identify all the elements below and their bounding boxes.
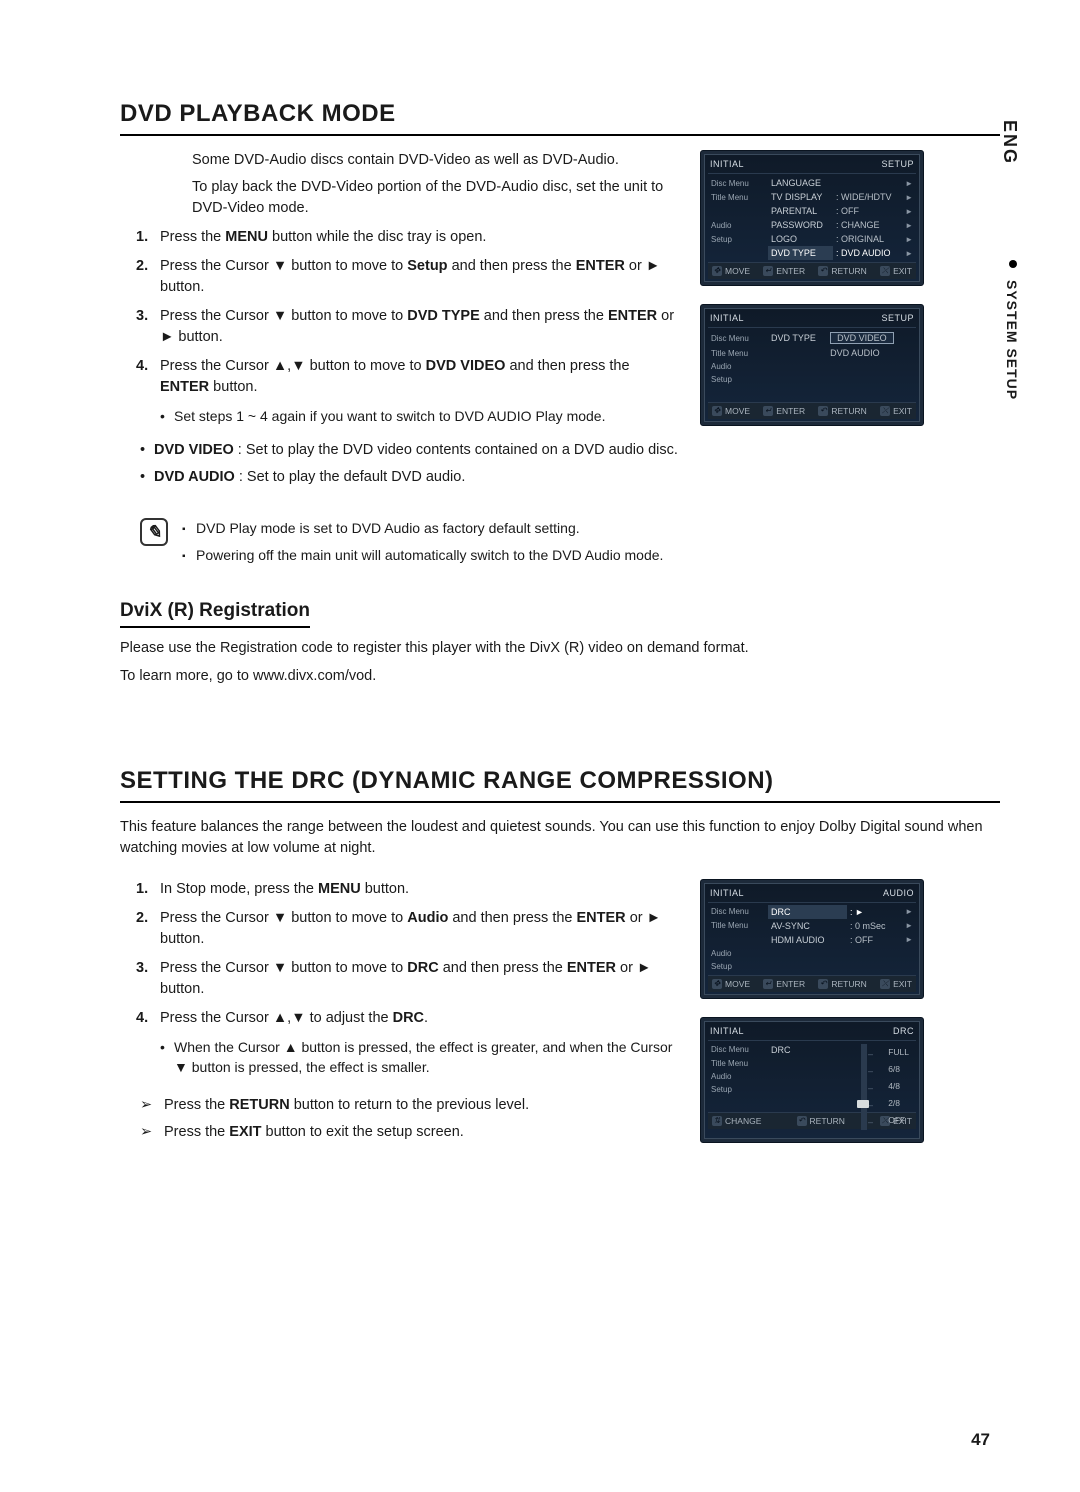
divx-p2: To learn more, go to www.divx.com/vod. <box>120 666 1000 687</box>
osd-drc-screenshot: INITIALDRC Disc MenuDRC Title Menu Audio… <box>700 1017 924 1143</box>
s2-step1: 1.In Stop mode, press the MENU button. <box>140 879 680 900</box>
section2-title: SETTING THE DRC (DYNAMIC RANGE COMPRESSI… <box>120 767 1000 803</box>
s2-step3: 3.Press the Cursor ▼ button to move to D… <box>140 958 680 1000</box>
divx-subheading: DviX (R) Registration <box>120 600 310 628</box>
section1-title: DVD PLAYBACK MODE <box>120 100 1000 136</box>
side-lang-label: ENG <box>999 120 1020 165</box>
s1-definitions: DVD VIDEO : Set to play the DVD video co… <box>140 440 680 488</box>
s2-step2: 2.Press the Cursor ▼ button to move to A… <box>140 908 680 950</box>
s1-step4: 4.Press the Cursor ▲,▼ button to move to… <box>140 356 680 398</box>
drc-slider-knob <box>857 1100 869 1108</box>
osd-setup-screenshot-2: INITIALSETUP Disc MenuDVD TYPEDVD VIDEO … <box>700 304 924 426</box>
drc-slider-track <box>861 1044 867 1130</box>
s1-def-audio: DVD AUDIO : Set to play the default DVD … <box>140 467 680 488</box>
s2-arrow-list: Press the RETURN button to return to the… <box>140 1095 680 1143</box>
s1-intro1: Some DVD-Audio discs contain DVD-Video a… <box>192 150 680 171</box>
osd-setup-screenshot-1: INITIALSETUP Disc MenuLANGUAGE► Title Me… <box>700 150 924 286</box>
s2-sub-bullets: When the Cursor ▲ button is pressed, the… <box>160 1037 680 1078</box>
s2-step4: 4.Press the Cursor ▲,▼ to adjust the DRC… <box>140 1008 680 1029</box>
note-box: ✎ DVD Play mode is set to DVD Audio as f… <box>140 518 1000 572</box>
note-icon: ✎ <box>140 518 168 546</box>
s1-step1: 1.Press the MENU button while the disc t… <box>140 227 680 248</box>
side-dot <box>1009 260 1017 268</box>
s1-sub-bullets: Set steps 1 ~ 4 again if you want to swi… <box>160 406 680 426</box>
osd-audio-screenshot-1: INITIALAUDIO Disc MenuDRC: ►► Title Menu… <box>700 879 924 999</box>
page-number: 47 <box>971 1430 990 1450</box>
divx-p1: Please use the Registration code to regi… <box>120 638 1000 659</box>
s2-arrow-1: Press the RETURN button to return to the… <box>140 1095 680 1116</box>
note-line-1: DVD Play mode is set to DVD Audio as fac… <box>182 518 663 539</box>
s1-steps: 1.Press the MENU button while the disc t… <box>140 227 680 398</box>
drc-tick-lines: ––––– <box>868 1046 873 1131</box>
s1-sub-bullet-1: Set steps 1 ~ 4 again if you want to swi… <box>160 406 680 426</box>
s1-intro2: To play back the DVD-Video portion of th… <box>192 177 680 219</box>
drc-tick-labels: FULL 6/8 4/8 2/8 OFF <box>888 1044 909 1129</box>
s2-arrow-2: Press the EXIT button to exit the setup … <box>140 1122 680 1143</box>
s2-sub-bullet-1: When the Cursor ▲ button is pressed, the… <box>160 1037 680 1078</box>
note-line-2: Powering off the main unit will automati… <box>182 545 663 566</box>
side-section-label: SYSTEM SETUP <box>1004 280 1020 400</box>
s1-step2: 2.Press the Cursor ▼ button to move to S… <box>140 256 680 298</box>
s1-def-video: DVD VIDEO : Set to play the DVD video co… <box>140 440 680 461</box>
s2-intro: This feature balances the range between … <box>120 817 1000 859</box>
s1-step3: 3.Press the Cursor ▼ button to move to D… <box>140 306 680 348</box>
s2-steps: 1.In Stop mode, press the MENU button. 2… <box>140 879 680 1029</box>
